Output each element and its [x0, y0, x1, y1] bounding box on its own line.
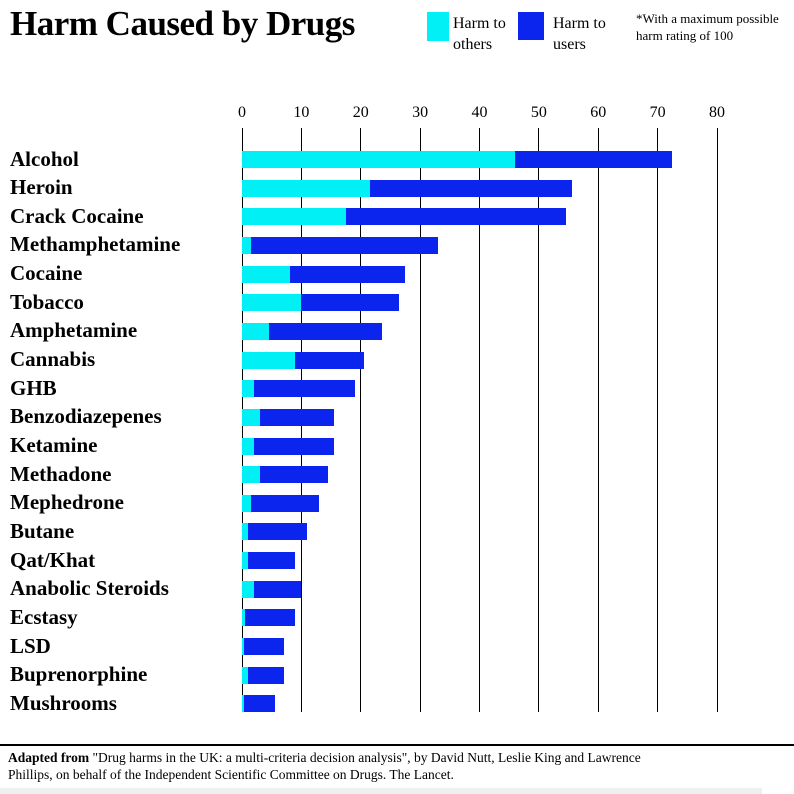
- bar-segment-harm-to-others: [242, 151, 516, 168]
- bar-segment-harm-to-users: [253, 437, 335, 455]
- drug-label: Buprenorphine: [10, 662, 148, 687]
- legend-swatch-harm-to-users: [518, 12, 544, 40]
- bar-segment-harm-to-users: [243, 638, 284, 656]
- bar-segment-harm-to-users: [268, 322, 382, 340]
- drug-label: Heroin: [10, 175, 73, 200]
- bar-segment-harm-to-others: [242, 236, 251, 254]
- bar-segment-harm-to-others: [242, 322, 269, 340]
- drug-label: Qat/Khat: [10, 547, 96, 572]
- drug-label: Ecstasy: [10, 604, 78, 629]
- bottom-strip: [0, 788, 762, 794]
- bar-segment-harm-to-others: [242, 580, 254, 598]
- x-tick-label-50: 50: [530, 104, 547, 121]
- bar-segment-harm-to-users: [244, 609, 296, 627]
- x-tick-label-20: 20: [352, 104, 369, 121]
- citation-line2: Phillips, on behalf of the Independent S…: [8, 766, 454, 782]
- bar-segment-harm-to-others: [242, 179, 370, 197]
- bar-segment-harm-to-others: [242, 638, 244, 656]
- legend-note: *With a maximum possible harm rating of …: [636, 11, 779, 43]
- bar-segment-harm-to-others: [242, 437, 254, 455]
- drug-label: Ketamine: [10, 433, 98, 457]
- bar-segment-harm-to-users: [247, 552, 296, 570]
- bar-segment-harm-to-users: [295, 351, 364, 369]
- bar-segment-harm-to-users: [289, 265, 406, 283]
- bar-segment-harm-to-others: [242, 494, 251, 512]
- gridline-50: [538, 128, 540, 712]
- bar-segment-harm-to-users: [515, 151, 673, 168]
- x-tick-label-60: 60: [590, 104, 607, 121]
- drug-label: Amphetamine: [10, 318, 138, 343]
- drug-label: Butane: [10, 518, 75, 543]
- bar-segment-harm-to-users: [250, 236, 438, 254]
- x-tick-label-0: 0: [238, 104, 246, 121]
- gridline-20: [360, 128, 362, 712]
- bar-segment-harm-to-users: [253, 580, 302, 598]
- x-tick-label-40: 40: [471, 104, 488, 121]
- source-citation: Adapted from "Drug harms in the UK: a mu…: [8, 750, 708, 783]
- x-tick-label-80: 80: [709, 104, 725, 121]
- bar-segment-harm-to-others: [242, 351, 296, 369]
- drug-label: Cocaine: [10, 261, 83, 286]
- drug-label: Methadone: [10, 461, 112, 486]
- bar-segment-harm-to-others: [242, 466, 260, 484]
- legend-label-harm-to-users: Harm to users: [553, 15, 606, 53]
- bar-segment-harm-to-users: [250, 494, 320, 512]
- bar-segment-harm-to-others: [242, 294, 302, 312]
- bar-segment-harm-to-users: [259, 466, 329, 484]
- bar-segment-harm-to-users: [253, 380, 355, 398]
- bar-segment-harm-to-others: [242, 265, 290, 283]
- bar-segment-harm-to-users: [345, 208, 566, 226]
- bar-segment-harm-to-others: [242, 408, 260, 426]
- drug-label: Mushrooms: [10, 690, 117, 715]
- bar-segment-harm-to-users: [369, 179, 572, 197]
- drug-label: Tobacco: [10, 289, 84, 314]
- bar-segment-harm-to-others: [242, 380, 254, 398]
- drug-label: Methamphetamine: [10, 232, 181, 257]
- bar-segment-harm-to-others: [242, 552, 248, 570]
- drug-label: Benzodiazepenes: [10, 404, 162, 429]
- bar-segment-harm-to-users: [259, 408, 335, 426]
- bar-segment-harm-to-users: [301, 294, 400, 312]
- drug-label: Mephedrone: [10, 490, 124, 515]
- legend-swatch-harm-to-others: [427, 12, 449, 41]
- bar-segment-harm-to-others: [242, 695, 244, 713]
- gridline-70: [657, 128, 659, 712]
- drug-label: Alcohol: [10, 146, 79, 171]
- citation-line1: Adapted from "Drug harms in the UK: a mu…: [8, 750, 641, 765]
- gridline-40: [479, 128, 480, 712]
- legend-label-harm-to-others: Harm to others: [453, 15, 506, 53]
- gridline-30: [419, 128, 421, 712]
- footer-separator-line: [0, 744, 794, 746]
- gridline-80: [716, 128, 718, 712]
- x-tick-label-30: 30: [412, 104, 429, 121]
- drug-label: GHB: [10, 375, 57, 400]
- bar-segment-harm-to-users: [247, 523, 308, 541]
- citation-prefix: Adapted from: [8, 750, 90, 765]
- bar-segment-harm-to-users: [247, 666, 284, 684]
- bar-segment-harm-to-users: [243, 695, 275, 713]
- gridline-60: [597, 128, 599, 712]
- citation-line1-rest: "Drug harms in the UK: a multi-criteria …: [89, 750, 641, 765]
- chart-title: Harm Caused by Drugs: [10, 4, 355, 43]
- bar-segment-harm-to-others: [242, 523, 248, 541]
- bar-segment-harm-to-others: [242, 666, 248, 684]
- bar-segment-harm-to-others: [242, 609, 245, 627]
- bar-segment-harm-to-others: [242, 208, 346, 226]
- drug-label: Crack Cocaine: [10, 203, 144, 228]
- x-tick-label-10: 10: [293, 104, 310, 121]
- drug-label: Cannabis: [10, 347, 96, 372]
- drug-label: LSD: [10, 633, 51, 658]
- drug-label: Anabolic Steroids: [10, 576, 169, 601]
- x-tick-label-70: 70: [649, 104, 666, 121]
